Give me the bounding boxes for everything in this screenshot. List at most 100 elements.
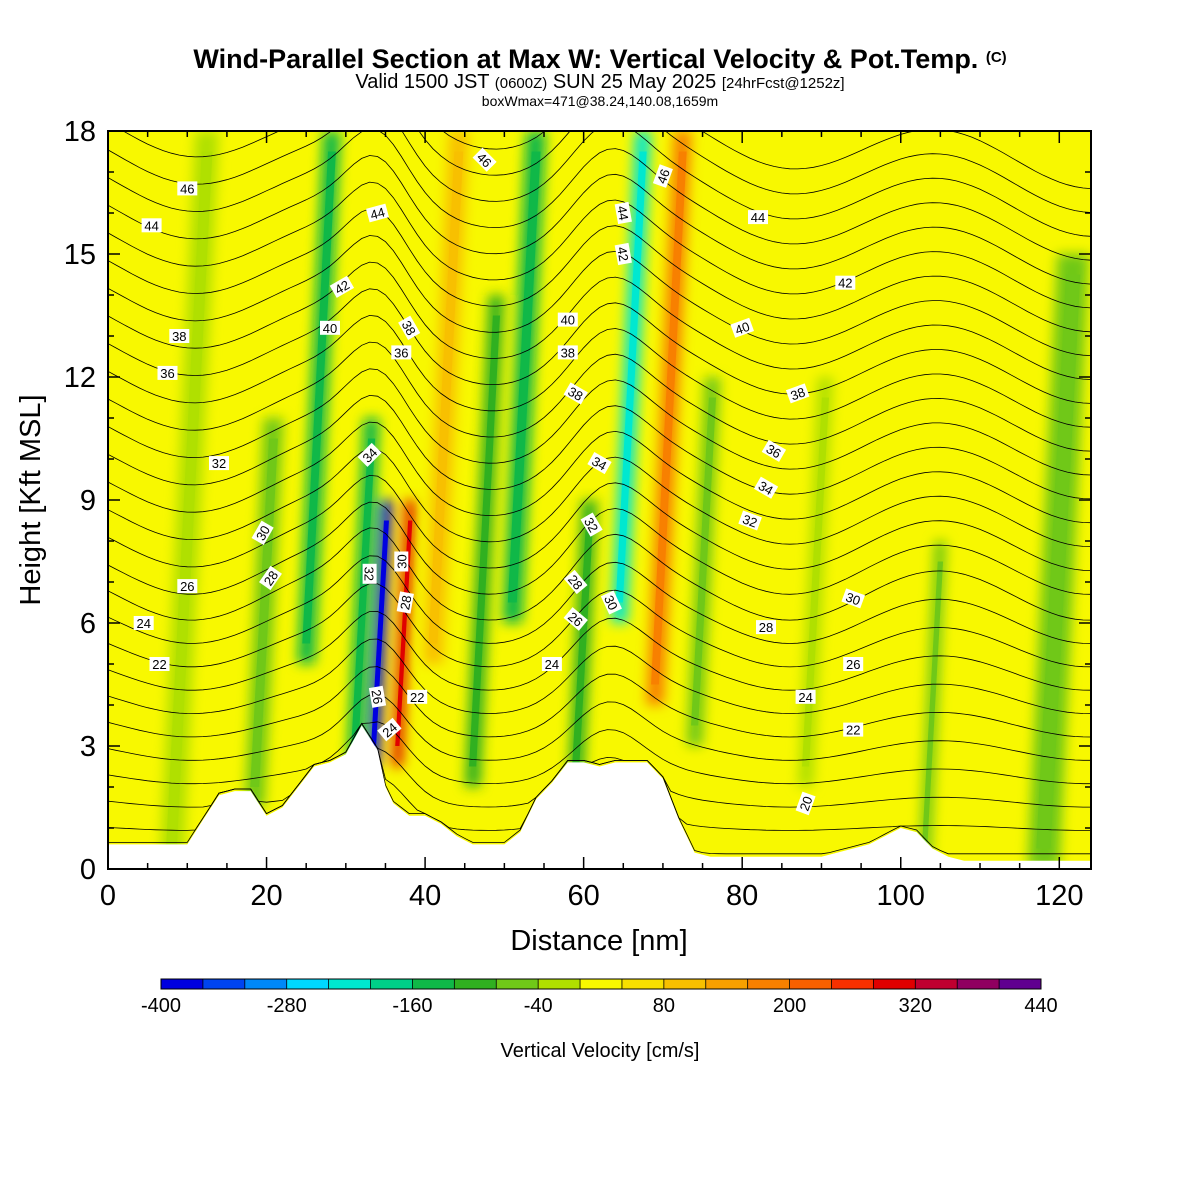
theta-contour <box>108 638 1091 715</box>
contour-label: 24 <box>541 657 562 672</box>
colorbar-segment <box>202 979 246 989</box>
theta-contour <box>108 341 1091 452</box>
theta-contour <box>108 722 1091 831</box>
contour-label: 30 <box>251 520 274 545</box>
contour-label-text: 30 <box>253 523 273 543</box>
vertical-velocity-field <box>159 131 1090 869</box>
contour-label-text: 28 <box>759 620 773 635</box>
colorbar: -400 -280 -160 -40 80 200 320 440 <box>141 978 1058 1017</box>
contour-label: 26 <box>843 657 864 672</box>
contour-label-text: 30 <box>844 589 863 608</box>
contour-label-text: 38 <box>172 329 186 344</box>
contour-label-text: 30 <box>394 554 409 568</box>
contour-label-text: 32 <box>581 515 601 535</box>
terrain-profile <box>108 725 1091 869</box>
colorbar-tick-label: -160 <box>392 995 432 1017</box>
contour-label: 22 <box>149 657 170 672</box>
velocity-core <box>350 438 376 767</box>
theta-contour <box>108 235 1091 356</box>
contour-label: 38 <box>557 345 578 360</box>
colorbar-tick-label: 320 <box>899 995 932 1017</box>
contour-label-text: 20 <box>797 794 816 813</box>
colorbar-segment <box>831 979 874 989</box>
contour-label: 42 <box>614 242 632 266</box>
contour-label: 38 <box>563 382 588 405</box>
theta-contour <box>122 131 1091 213</box>
colorbar-segment <box>496 979 539 989</box>
theta-contour <box>108 583 1091 668</box>
contour-label: 30 <box>600 590 622 615</box>
theta-contour <box>108 155 1091 285</box>
y-tick-label: 9 <box>80 485 96 517</box>
theta-contour <box>108 693 1091 761</box>
velocity-core <box>615 151 647 603</box>
theta-contour <box>108 721 1091 785</box>
contour-label-text: 46 <box>654 167 673 186</box>
colorbar-segment <box>747 979 791 989</box>
contour-label: 44 <box>748 210 768 225</box>
velocity-core <box>572 520 594 767</box>
forecast-info: [24hrFcst@1252z] <box>721 75 845 92</box>
contour-label-text: 26 <box>368 688 385 705</box>
potential-temperature-contours <box>108 131 1091 855</box>
contour-label-text: 42 <box>614 246 631 263</box>
x-tick-label: 40 <box>409 880 441 912</box>
colorbar-segment <box>705 979 749 989</box>
contour-label: 46 <box>472 147 497 172</box>
colorbar-tick-label: 440 <box>1024 995 1057 1017</box>
contour-label-text: 42 <box>332 277 352 297</box>
colorbar-segment <box>957 979 1000 989</box>
contour-label-text: 26 <box>180 579 194 594</box>
contour-label-text: 44 <box>144 218 158 233</box>
colorbar-segment <box>789 979 832 989</box>
contour-label: 46 <box>652 164 673 188</box>
contour-label: 28 <box>756 620 776 635</box>
contour-label-text: 22 <box>846 723 860 738</box>
x-tick-label: 0 <box>100 880 116 912</box>
y-tick-label: 3 <box>80 731 96 763</box>
colorbar-segment <box>621 979 665 989</box>
contour-label: 44 <box>366 203 389 223</box>
velocity-core <box>1036 274 1081 849</box>
contour-labels: 46 44 38 36 32 30 28 26 24 22 44 42 40 38 36 34 32 30 28 26… <box>133 147 865 816</box>
contour-label: 26 <box>177 579 198 594</box>
colorbar-tick-label: -280 <box>267 995 307 1017</box>
contour-label-text: 44 <box>614 205 631 222</box>
colorbar-tick-label: -40 <box>524 995 553 1017</box>
contour-label: 30 <box>394 551 409 572</box>
contour-label: 22 <box>843 722 864 738</box>
contour-label-text: 40 <box>733 319 752 338</box>
colorbar-tick-label: 200 <box>773 995 806 1017</box>
contour-label: 20 <box>795 791 816 816</box>
contour-label: 26 <box>563 607 588 631</box>
contour-label-text: 44 <box>751 210 765 225</box>
contour-label-text: 32 <box>741 511 760 530</box>
colorbar-segment <box>915 979 958 989</box>
contour-label: 22 <box>407 689 428 705</box>
valid-date: SUN 25 May 2025 <box>552 71 717 93</box>
contour-label: 30 <box>841 588 865 609</box>
contour-label-text: 36 <box>160 366 174 381</box>
colorbar-segment <box>370 979 413 989</box>
contour-label-text: 34 <box>756 478 776 498</box>
colorbar-segment <box>286 979 330 989</box>
velocity-core <box>250 438 278 787</box>
contour-label-text: 34 <box>589 453 609 473</box>
x-tick-label: 20 <box>250 880 282 912</box>
x-tick-label: 60 <box>568 880 600 912</box>
theta-contour <box>108 261 1091 380</box>
x-tick-label: 120 <box>1035 880 1083 912</box>
contour-label-text: 46 <box>180 181 194 196</box>
contour-label: 36 <box>157 365 178 381</box>
contour-label-text: 28 <box>261 568 282 588</box>
contour-label-text: 42 <box>838 276 852 291</box>
contour-label: 24 <box>795 689 816 705</box>
y-tick-label: 6 <box>80 608 96 640</box>
velocity-core <box>166 151 213 849</box>
contour-label-text: 24 <box>798 690 812 705</box>
contour-label: 34 <box>587 452 612 475</box>
contour-label: 38 <box>398 315 421 340</box>
contour-label-text: 24 <box>545 657 559 672</box>
contour-label-text: 36 <box>394 345 408 360</box>
